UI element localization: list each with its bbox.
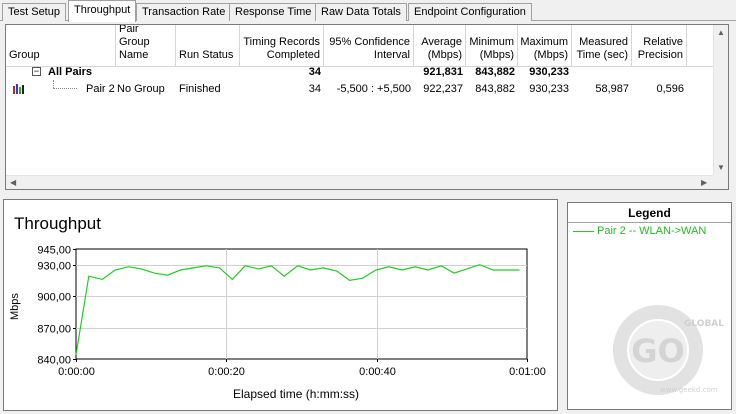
- column-header-maximum[interactable]: Maximum (Mbps): [518, 25, 572, 67]
- group-average: 921,831: [423, 66, 463, 78]
- pair-name[interactable]: Pair 2: [86, 83, 115, 95]
- column-header-measured-time[interactable]: Measured Time (sec): [572, 25, 632, 67]
- timing-records: 34: [308, 83, 321, 95]
- tab-response-time[interactable]: Response Time: [229, 3, 318, 21]
- x-tick-label: 0:00:40: [359, 366, 396, 378]
- scroll-right-icon[interactable]: ▶: [701, 178, 708, 187]
- horizontal-scrollbar[interactable]: ◀ ▶: [6, 175, 713, 189]
- legend-panel: Legend Pair 2 -- WLAN->WAN: [567, 202, 732, 410]
- collapse-toggle-icon[interactable]: −: [32, 66, 41, 76]
- scroll-up-icon[interactable]: ▲: [717, 28, 725, 37]
- minimum-value: 843,882: [475, 83, 515, 95]
- tab-bar: Test Setup Throughput Transaction Rate R…: [0, 0, 736, 22]
- throughput-chart-panel: Throughput Mbps 945,00 930,00 900,00 870,00…: [3, 199, 558, 411]
- confidence-interval: -5,500 : +5,500: [336, 83, 411, 95]
- legend-item[interactable]: Pair 2 -- WLAN->WAN: [573, 225, 706, 237]
- average-value: 922,237: [423, 83, 463, 95]
- column-header-timing-records[interactable]: Timing Records Completed: [240, 25, 324, 67]
- measured-time: 58,987: [595, 83, 629, 95]
- pair-chart-icon: [13, 84, 24, 94]
- column-header-relative-precision[interactable]: Relative Precision: [632, 25, 687, 67]
- column-header-confidence-interval[interactable]: 95% Confidence Interval: [324, 25, 414, 67]
- maximum-value: 930,233: [529, 83, 569, 95]
- series-line: [75, 264, 520, 355]
- results-grid: Group Pair Group Name Run Status Timing …: [5, 24, 729, 190]
- y-tick-label: 930,00: [37, 261, 71, 273]
- column-header-pair-group-name[interactable]: Pair Group Name: [116, 25, 176, 67]
- throughput-chart: 945,00 930,00 900,00 870,00 840,000:00:00 0:0…: [37, 245, 546, 379]
- pair-group-name: No Group: [117, 83, 165, 95]
- y-tick-label: 840,00: [37, 355, 71, 367]
- tree-connector: [53, 80, 54, 88]
- column-header-average[interactable]: Average (Mbps): [414, 25, 466, 67]
- y-tick-label: 945,00: [37, 245, 71, 257]
- x-tick-label: 0:01:00: [509, 366, 546, 378]
- tab-test-setup[interactable]: Test Setup: [2, 3, 66, 21]
- column-header-minimum[interactable]: Minimum (Mbps): [466, 25, 518, 67]
- run-status: Finished: [179, 83, 221, 95]
- group-name[interactable]: All Pairs: [48, 66, 93, 78]
- column-header-filler: [687, 25, 713, 67]
- column-header-group[interactable]: Group: [6, 25, 116, 67]
- scroll-left-icon[interactable]: ◀: [10, 178, 17, 187]
- x-tick-label: 0:00:20: [208, 366, 245, 378]
- y-tick-label: 870,00: [37, 324, 71, 336]
- panel-splitter[interactable]: [558, 199, 567, 411]
- scrollbar-corner: [713, 175, 728, 189]
- column-header-run-status[interactable]: Run Status: [176, 25, 240, 67]
- legend-item-label: Pair 2 -- WLAN->WAN: [597, 225, 707, 237]
- group-records: 34: [308, 66, 321, 78]
- legend-divider: [568, 222, 731, 223]
- tab-raw-data-totals[interactable]: Raw Data Totals: [315, 3, 407, 21]
- chart-title: Throughput: [14, 214, 101, 233]
- x-axis-label: Elapsed time (h:mm:ss): [233, 387, 360, 401]
- legend-swatch: [573, 230, 594, 232]
- legend-title: Legend: [628, 206, 671, 220]
- tab-throughput[interactable]: Throughput: [68, 0, 137, 22]
- x-tick-label: 0:00:00: [58, 366, 95, 378]
- vertical-scrollbar[interactable]: ▲ ▼: [713, 25, 728, 175]
- group-maximum: 930,233: [529, 66, 569, 78]
- tab-transaction-rate[interactable]: Transaction Rate: [136, 3, 232, 21]
- y-tick-label: 900,00: [37, 292, 71, 304]
- group-minimum: 843,882: [475, 66, 515, 78]
- relative-precision: 0,596: [656, 83, 684, 95]
- tree-connector-branch: [53, 88, 77, 89]
- tab-endpoint-configuration[interactable]: Endpoint Configuration: [408, 3, 532, 21]
- scroll-down-icon[interactable]: ▼: [717, 163, 725, 172]
